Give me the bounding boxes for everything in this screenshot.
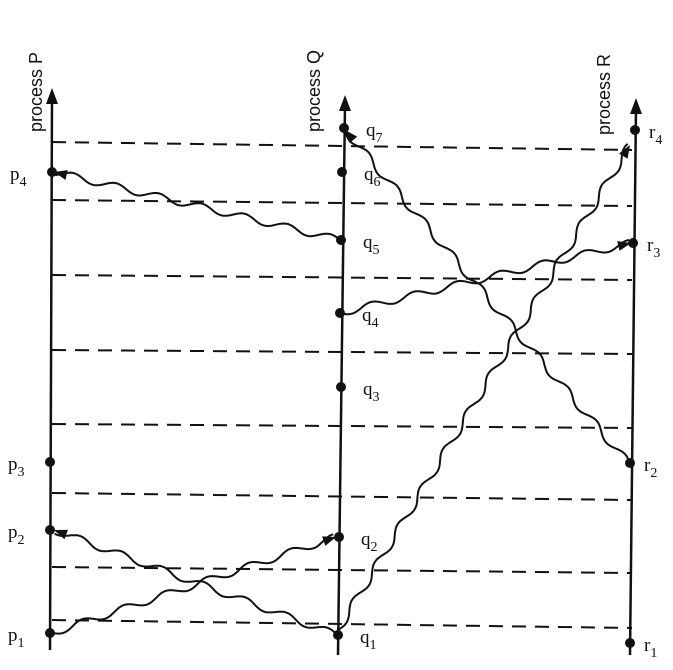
message [54, 532, 338, 636]
message [344, 129, 630, 462]
event-label: q6 [364, 164, 381, 190]
tick-line [51, 423, 633, 429]
event-name: p [8, 625, 18, 646]
event-name: q [366, 120, 376, 141]
event-index: 3 [18, 465, 25, 480]
event-name: q [361, 529, 371, 550]
arrowhead [345, 130, 358, 144]
event-name: p [10, 164, 20, 185]
process-line [336, 104, 347, 656]
event-name: p [8, 522, 18, 543]
event-dot [625, 638, 635, 648]
event-label: p3 [8, 454, 25, 480]
event-name: r [644, 455, 651, 476]
process-line [48, 97, 54, 651]
event-name: r [644, 635, 651, 656]
arrowhead [339, 95, 351, 111]
event-label: q5 [363, 232, 380, 258]
event-index: 7 [376, 131, 383, 146]
tick-line [51, 619, 633, 629]
event-dot [47, 167, 57, 177]
event-index: 2 [18, 533, 25, 548]
event-dot [625, 458, 635, 468]
event-dot [335, 308, 345, 318]
event-label: r1 [644, 635, 657, 661]
process-label: process R [594, 54, 614, 135]
event-name: r [649, 122, 656, 143]
tick-line [51, 199, 633, 207]
event-dot [628, 238, 638, 248]
event-label: q3 [363, 379, 380, 405]
event-label: q4 [362, 305, 379, 331]
arrowhead [619, 145, 630, 159]
event-label: p4 [10, 164, 27, 190]
event-label: r2 [644, 455, 657, 481]
event-index: 3 [373, 390, 380, 405]
event-index: 2 [371, 540, 378, 555]
event-dot [336, 382, 346, 392]
event-label: q1 [360, 627, 377, 653]
event-index: 3 [653, 246, 660, 261]
messages [51, 129, 631, 636]
event-dot [45, 457, 55, 467]
event-label: q7 [366, 120, 383, 146]
event-dot [45, 628, 55, 638]
arrowhead [617, 241, 631, 251]
event-dot [336, 235, 346, 245]
event-index: 6 [374, 175, 381, 190]
arrowhead [46, 88, 58, 104]
time-lines [51, 141, 633, 629]
arrowhead [54, 529, 68, 540]
arrowhead [630, 98, 642, 114]
event-label: p1 [8, 625, 25, 651]
event-name: p [8, 454, 18, 475]
message [51, 533, 334, 635]
process-label: process Q [304, 50, 324, 132]
message [337, 143, 629, 631]
event-dot [333, 630, 343, 640]
event-index: 1 [18, 636, 25, 651]
event-dot [45, 525, 55, 535]
event-name: r [647, 235, 654, 256]
event-label: r3 [647, 235, 660, 261]
message [55, 171, 341, 241]
process-line [628, 107, 638, 656]
process-lines [46, 88, 642, 656]
tick-line [51, 566, 633, 574]
event-dot [337, 167, 347, 177]
event-dot [334, 532, 344, 542]
event-index: 1 [370, 638, 377, 653]
event-name: q [364, 164, 374, 185]
tick-line [51, 274, 633, 281]
event-label: r4 [649, 122, 662, 148]
event-index: 1 [650, 646, 657, 661]
event-label: p2 [8, 522, 25, 548]
tick-line [51, 349, 633, 355]
event-index: 4 [20, 175, 27, 190]
event-label: q2 [361, 529, 378, 555]
event-name: q [362, 305, 372, 326]
event-index: 4 [372, 316, 379, 331]
event-name: q [363, 379, 373, 400]
event-index: 5 [373, 243, 380, 258]
event-index: 2 [650, 466, 657, 481]
message [339, 238, 630, 316]
event-dot [339, 123, 349, 133]
tick-line [51, 492, 633, 501]
arrowhead [322, 536, 336, 546]
event-dot [630, 125, 640, 135]
tick-line [51, 141, 633, 151]
arrowhead [54, 170, 68, 180]
event-name: q [363, 232, 373, 253]
event-index: 4 [655, 133, 662, 148]
event-name: q [360, 627, 370, 648]
process-label: process P [26, 52, 46, 132]
